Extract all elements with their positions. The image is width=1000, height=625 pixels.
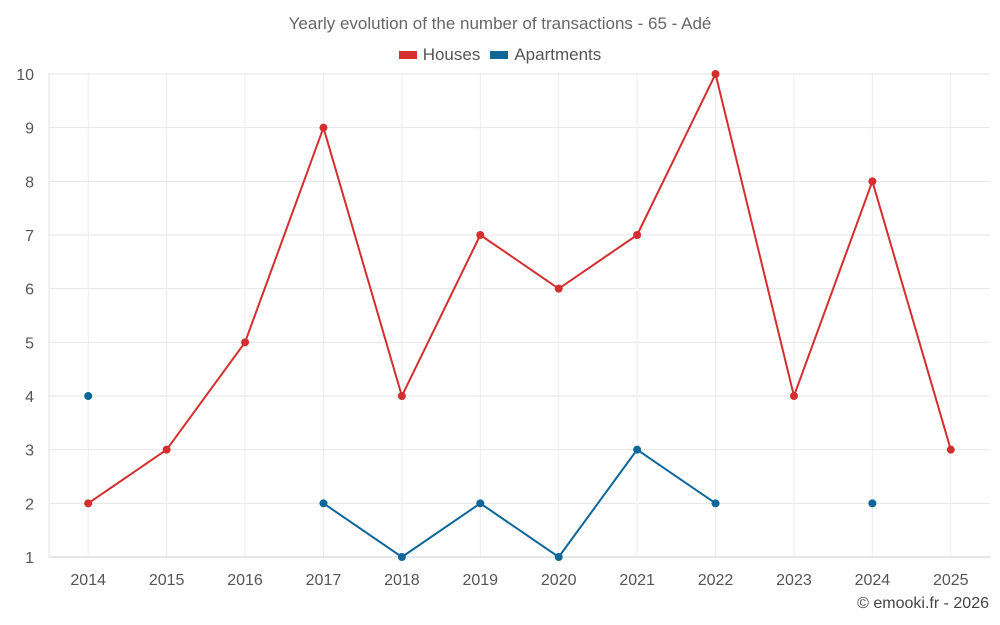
houses-point: [319, 123, 328, 132]
x-tick-label: 2017: [306, 572, 342, 589]
houses-line-segment: [165, 341, 247, 451]
houses-point: [554, 284, 563, 293]
houses-line-segment: [636, 73, 717, 236]
legend-item-apartments[interactable]: Apartments: [490, 45, 601, 65]
houses-line-segment: [322, 126, 403, 397]
apartments-point: [476, 499, 485, 508]
houses-point: [946, 445, 955, 454]
y-tick-label: 7: [25, 228, 34, 245]
houses-point: [397, 392, 406, 400]
houses-point: [711, 70, 720, 78]
houses-point: [162, 445, 171, 454]
x-tick-label: 2022: [698, 572, 734, 589]
houses-line-segment: [871, 180, 952, 451]
apartments-line-segment: [636, 448, 717, 505]
legend-swatch-apartments: [490, 51, 509, 59]
x-tick-label: 2020: [541, 572, 577, 589]
x-tick-label: 2019: [462, 572, 498, 589]
houses-point: [84, 499, 93, 508]
apartments-point: [711, 499, 720, 508]
houses-line-segment: [479, 234, 560, 290]
houses-line-segment: [557, 234, 639, 290]
houses-point: [476, 231, 485, 239]
legend-swatch-houses: [398, 51, 417, 59]
y-tick-label: 3: [25, 443, 34, 460]
x-tick-label: 2016: [227, 572, 263, 589]
x-tick-label: 2024: [855, 572, 891, 589]
houses-line-segment: [87, 448, 168, 505]
y-tick-label: 9: [25, 121, 34, 138]
x-tick-label: 2018: [384, 572, 420, 589]
credit-text: © emooki.fr - 2026: [857, 595, 989, 612]
x-tick-label: 2014: [70, 572, 106, 589]
y-tick-label: 4: [25, 389, 34, 406]
y-tick-label: 2: [25, 496, 34, 513]
legend-label-apartments: Apartments: [514, 45, 602, 64]
apartments-line-segment: [479, 502, 560, 558]
houses-point: [868, 177, 877, 186]
y-tick-label: 6: [25, 282, 34, 299]
x-tick-label: 2023: [776, 572, 812, 589]
legend: Houses Apartments: [0, 45, 1000, 65]
apartments-point: [84, 392, 93, 400]
apartments-line-segment: [322, 502, 403, 558]
y-tick-label: 1: [25, 550, 34, 567]
houses-line-segment: [400, 234, 482, 397]
x-tick-label: 2015: [149, 572, 185, 589]
y-tick-label: 5: [25, 335, 34, 352]
apartments-line-segment: [400, 502, 482, 558]
apartments-point: [397, 553, 406, 561]
apartments-point: [868, 499, 877, 508]
apartments-point: [319, 499, 328, 508]
houses-line-segment: [244, 126, 325, 344]
x-tick-label: 2021: [619, 572, 655, 589]
legend-item-houses[interactable]: Houses: [398, 45, 481, 65]
apartments-line-segment: [557, 448, 639, 558]
x-tick-label: 2025: [933, 572, 969, 589]
houses-line-segment: [714, 73, 795, 397]
houses-point: [241, 338, 250, 347]
apartments-point: [633, 445, 642, 454]
y-tick-label: 8: [25, 174, 34, 191]
legend-label-houses: Houses: [422, 45, 481, 64]
apartments-point: [554, 553, 563, 561]
houses-point: [633, 231, 642, 239]
houses-line-segment: [792, 180, 874, 397]
y-tick-label: 10: [16, 67, 34, 84]
chart-title: Yearly evolution of the number of transa…: [288, 14, 712, 33]
houses-point: [789, 392, 798, 400]
